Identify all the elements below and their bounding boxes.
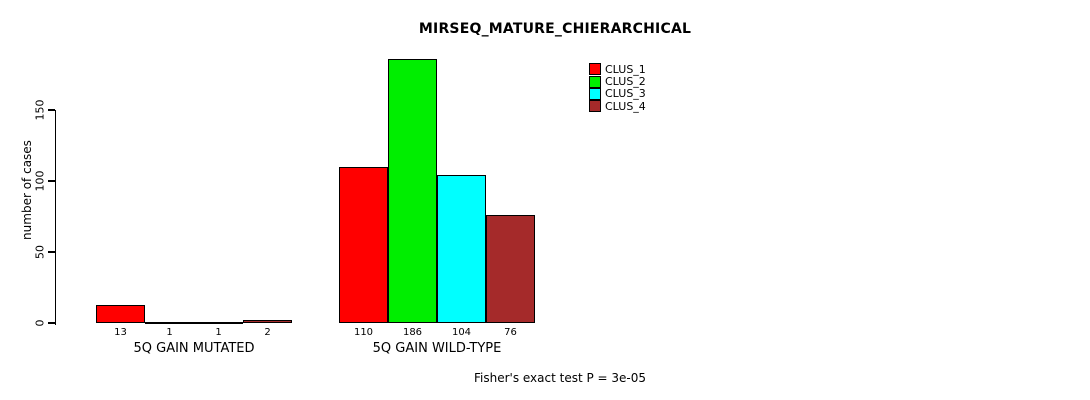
bar-value-label: 13 [114,327,127,338]
legend-item: CLUS_3 [589,87,646,101]
bar-clus_2 [388,58,437,323]
bar-value-label: 1 [166,327,173,338]
legend-swatch-clus_4 [589,100,601,113]
y-axis-line [54,110,56,325]
legend-label: CLUS_2 [605,75,646,89]
legend-item: CLUS_4 [589,99,646,113]
chart-title: MIRSEQ_MATURE_CHIERARCHICAL [418,21,692,37]
bar-clus_3 [194,321,243,324]
y-tick-label: 100 [33,170,47,192]
legend: CLUS_1 CLUS_2 CLUS_3 CLUS_4 [589,63,646,113]
bar-value-label: 76 [504,327,517,338]
bar-value-label: 2 [264,327,271,338]
bar-clus_1 [96,304,145,323]
x-group-label: 5Q GAIN WILD-TYPE [372,341,502,356]
y-tick [48,180,55,182]
legend-label: CLUS_4 [605,99,646,113]
x-group-label: 5Q GAIN MUTATED [133,341,255,356]
legend-item: CLUS_2 [589,75,646,89]
y-tick-label: 0 [33,319,47,327]
bar-value-label: 110 [353,327,374,338]
legend-label: CLUS_3 [605,87,646,101]
legend-swatch-clus_2 [589,75,601,88]
bar-clus_4 [486,215,535,323]
bar-value-label: 104 [451,327,472,338]
y-tick [48,251,55,253]
bar-clus_3 [437,175,486,323]
y-tick [48,109,55,111]
bar-clus_4 [243,320,292,323]
legend-label: CLUS_1 [605,62,646,76]
y-tick-label: 150 [33,99,47,121]
annotation-text: Fisher's exact test P = 3e-05 [473,371,647,385]
bar-clus_1 [339,166,388,323]
bar-value-label: 1 [215,327,222,338]
legend-swatch-clus_1 [589,63,601,76]
bar-value-label: 186 [402,327,423,338]
bar-clus_2 [145,321,194,324]
y-tick [48,322,55,324]
legend-swatch-clus_3 [589,87,601,100]
legend-item: CLUS_1 [589,62,646,76]
y-tick-label: 50 [33,245,47,259]
